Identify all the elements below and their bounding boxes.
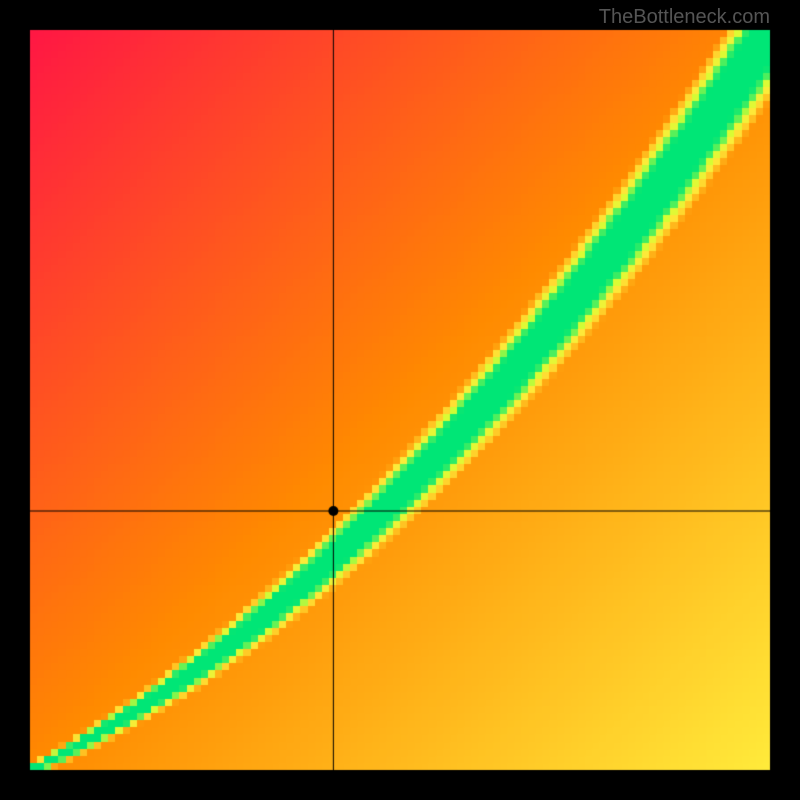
chart-container: TheBottleneck.com — [0, 0, 800, 800]
watermark-text: TheBottleneck.com — [599, 6, 770, 29]
heatmap-canvas — [0, 0, 800, 800]
